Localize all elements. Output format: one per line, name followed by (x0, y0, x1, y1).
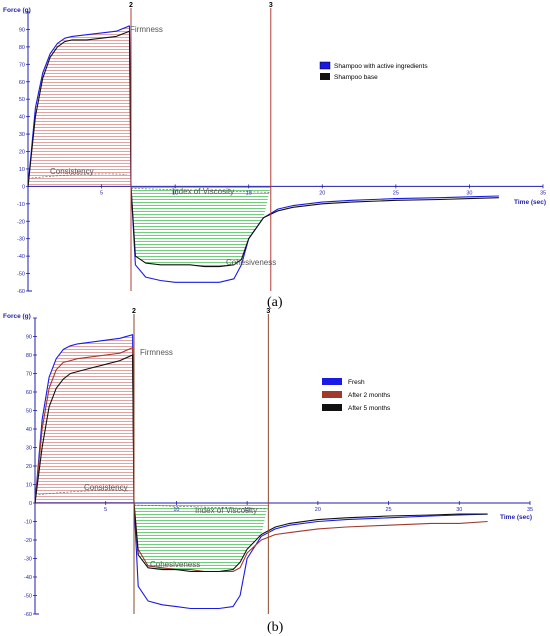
viscosity-leader (130, 188, 271, 193)
y-tick-label: -60 (17, 289, 25, 295)
x-tick-label: 30 (466, 190, 472, 196)
series-line (34, 334, 488, 610)
hatch-layer (28, 25, 271, 267)
x-tick-label: 20 (315, 507, 321, 513)
phase-marker-label: 3 (266, 308, 270, 315)
y-tick-label: -20 (24, 538, 32, 544)
y-tick-label: -50 (24, 594, 32, 600)
y-tick-label: 90 (26, 335, 32, 341)
y-tick-label: 90 (19, 27, 25, 33)
y-tick-label: -60 (24, 612, 32, 618)
y-tick-label: 50 (26, 409, 32, 415)
y-tick-label: -40 (24, 575, 32, 581)
y-tick-label: 0 (29, 501, 32, 507)
annotation-consistency: Consistency (84, 483, 128, 492)
panel-label: (a) (267, 295, 283, 310)
y-tick-label: 0 (22, 184, 25, 190)
axes-layer: -60 -50 -40 -30 -20 -10 0 10 20 30 40 50 60 70 80 90 5 10… (24, 317, 533, 618)
y-tick-label: -30 (17, 237, 25, 243)
panel-label: (b) (267, 620, 284, 635)
annotation-cohesiveness: Cohesiveness (226, 258, 276, 267)
y-tick-label: -10 (24, 520, 32, 526)
viscosity-area (134, 503, 269, 572)
x-tick-label: 5 (104, 507, 107, 513)
annotation-firmness: Firmness (130, 25, 163, 34)
y-tick-label: 80 (26, 353, 32, 359)
phase-marker-label: 2 (132, 308, 136, 315)
legend-swatch (319, 61, 331, 70)
x-axis-title: Time (sec) (514, 199, 546, 206)
annotation-cohesiveness: Cohesiveness (150, 560, 200, 569)
legend: Shampoo with active ingredients Shampoo … (319, 61, 428, 81)
x-tick-label: 15 (246, 190, 252, 196)
legend-label: Shampoo with active ingredients (334, 63, 428, 70)
consistency-leader (34, 490, 130, 496)
legend-label: Fresh (348, 379, 365, 386)
chart-panel-a: -60 -50 -40 -30 -20 -10 0 10 20 30 40 50 60 70 80 90 5 10… (3, 2, 546, 310)
y-tick-label: 60 (19, 80, 25, 86)
annotation-index-of-viscosity: Index of Viscosity (195, 506, 257, 515)
legend-swatch (322, 378, 342, 385)
y-tick-label: 30 (26, 446, 32, 452)
y-tick-label: -10 (17, 202, 25, 208)
consistency-area (28, 25, 131, 187)
y-tick-label: 40 (19, 115, 25, 121)
viscosity-area (131, 186, 271, 267)
axes-layer: -60 -50 -40 -30 -20 -10 0 10 20 30 40 50 60 70 80 90 5 10… (17, 11, 546, 295)
consistency-area (35, 334, 134, 503)
series-layer (27, 25, 499, 283)
phase-marker-label: 3 (269, 2, 273, 9)
y-tick-label: -30 (24, 557, 32, 563)
y-tick-label: 20 (26, 464, 32, 470)
annotation-consistency: Consistency (50, 167, 94, 176)
legend-swatch (322, 391, 342, 398)
y-axis-title: Force (g) (3, 7, 31, 14)
x-tick-label: 10 (173, 507, 179, 513)
x-tick-label: 20 (319, 190, 325, 196)
y-tick-label: 20 (19, 150, 25, 156)
consistency-leader (27, 173, 127, 179)
legend-swatch (322, 404, 342, 411)
x-tick-label: 10 (172, 190, 178, 196)
series-layer (34, 334, 488, 610)
y-tick-label: 40 (26, 427, 32, 433)
x-tick-label: 25 (393, 190, 399, 196)
phase-marker-label: 2 (129, 2, 133, 9)
annotation-index-of-viscosity: Index of Viscosity (172, 187, 234, 196)
x-tick-label: 5 (100, 190, 103, 196)
y-tick-label: 70 (19, 62, 25, 68)
series-line (34, 354, 488, 573)
x-tick-label: 35 (527, 507, 533, 513)
series-line (27, 30, 499, 268)
y-tick-label: -50 (17, 272, 25, 278)
x-tick-label: 35 (540, 190, 546, 196)
legend-label: After 2 months (348, 392, 391, 399)
x-tick-label: 30 (456, 507, 462, 513)
viscosity-leader (133, 504, 269, 510)
legend-swatch (320, 73, 330, 80)
y-tick-label: 60 (26, 390, 32, 396)
y-axis-title: Force (g) (3, 313, 31, 320)
x-tick-label: 25 (386, 507, 392, 513)
y-tick-label: 30 (19, 132, 25, 138)
y-tick-label: -20 (17, 219, 25, 225)
chart-panel-b: -60 -50 -40 -30 -20 -10 0 10 20 30 40 50 60 70 80 90 5 10… (3, 308, 533, 635)
y-tick-label: -40 (17, 254, 25, 260)
legend-label: Shampoo base (334, 74, 378, 81)
annotation-firmness: Firmness (140, 348, 173, 357)
y-tick-label: 10 (26, 483, 32, 489)
x-axis-title: Time (sec) (500, 514, 532, 521)
x-tick-label: 15 (244, 507, 250, 513)
y-tick-label: 50 (19, 97, 25, 103)
y-tick-label: 10 (19, 167, 25, 173)
y-tick-label: 80 (19, 45, 25, 51)
y-tick-label: 70 (26, 372, 32, 378)
legend-label: After 5 months (348, 405, 391, 412)
legend: Fresh After 2 months After 5 months (322, 378, 391, 412)
hatch-layer (35, 334, 269, 572)
series-line (27, 25, 499, 283)
